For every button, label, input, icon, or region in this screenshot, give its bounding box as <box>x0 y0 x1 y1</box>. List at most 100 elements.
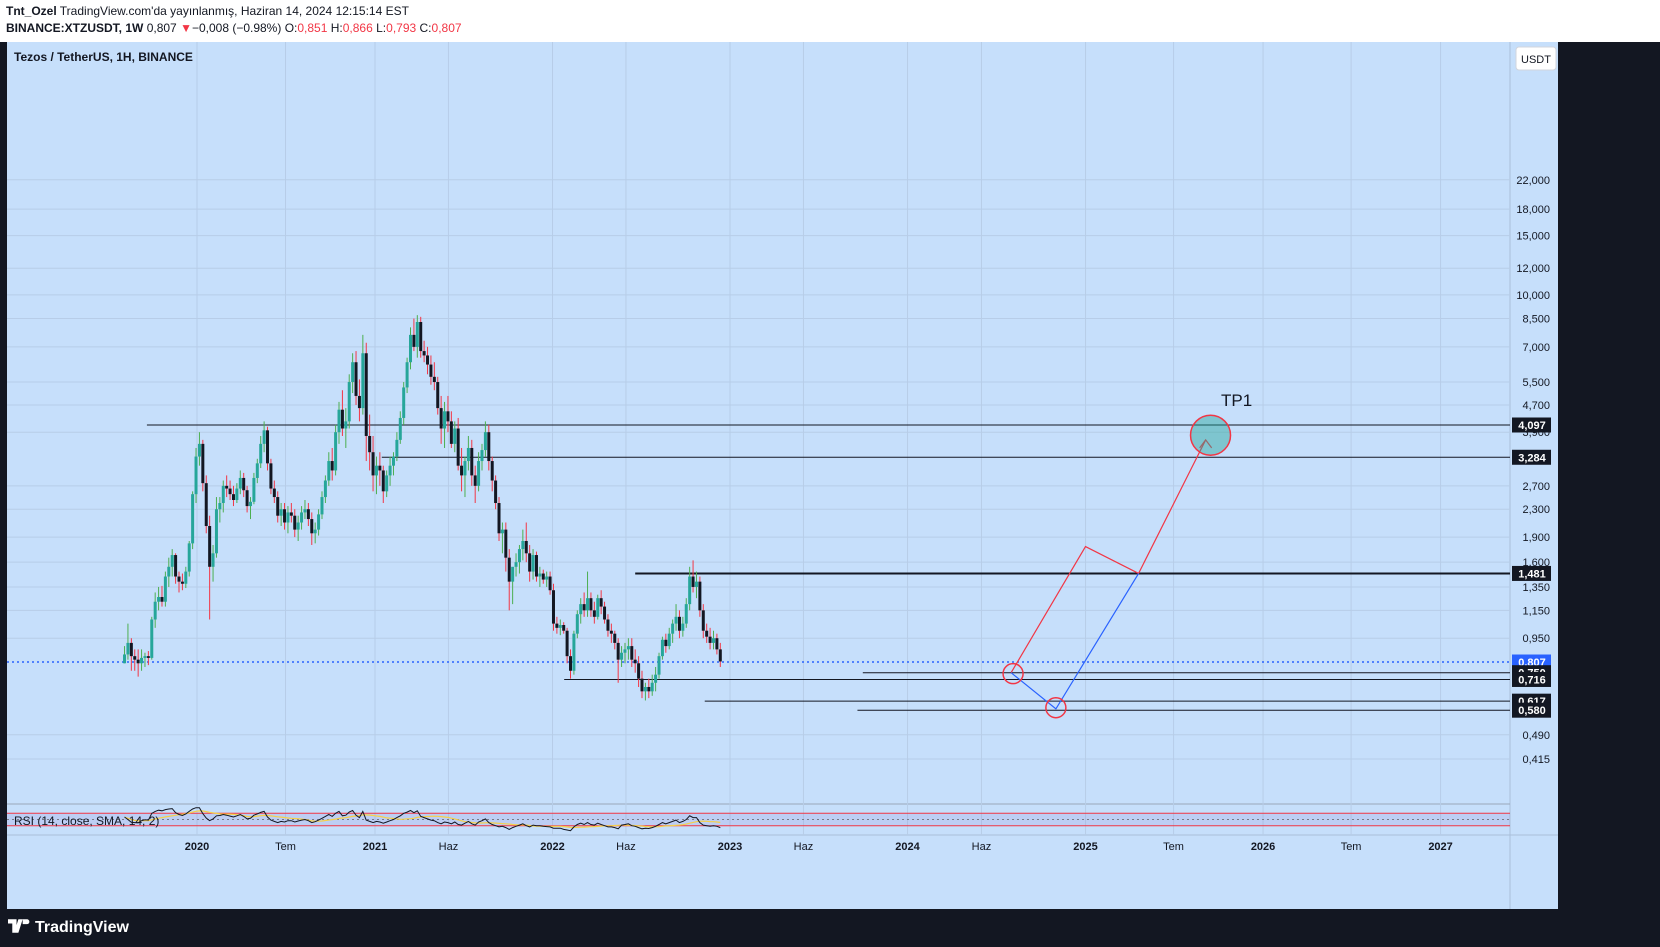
price-level-badge-label: 0,716 <box>1518 674 1546 686</box>
candle-body <box>320 497 324 515</box>
publish-header: Tnt_Ozel TradingView.com'da yayınlanmış,… <box>0 0 1660 42</box>
candle <box>201 439 205 492</box>
candle-body <box>681 623 685 631</box>
candle <box>327 452 331 486</box>
price-tick-label: 10,000 <box>1516 290 1550 302</box>
chart-area[interactable]: 22,000 18,000 15,000 12,000 10,000 8,500 7,000… <box>0 42 1660 910</box>
candle-body <box>252 477 256 502</box>
candle-body <box>163 576 167 602</box>
candle-body <box>357 395 361 409</box>
candle <box>490 456 494 492</box>
price-level-badge <box>1512 417 1551 433</box>
candle <box>524 522 528 563</box>
candle-body <box>698 581 702 611</box>
projection-drawings <box>1002 414 1232 719</box>
candle-body <box>654 674 658 683</box>
candle <box>259 435 263 469</box>
candle-body <box>225 485 229 489</box>
candle <box>677 610 681 639</box>
candle <box>545 571 549 587</box>
candle <box>214 497 218 558</box>
price-level-badge-label: 3,284 <box>1518 452 1546 464</box>
candle <box>248 497 252 520</box>
candle-body <box>507 557 511 582</box>
candle <box>289 503 293 523</box>
candle-body <box>180 581 184 584</box>
candle <box>279 503 283 527</box>
candle <box>439 395 443 444</box>
candle <box>381 465 385 504</box>
candle <box>603 601 607 624</box>
author-name[interactable]: Tnt_Ozel <box>6 4 57 18</box>
candle-body <box>453 428 457 444</box>
candle <box>330 447 334 481</box>
time-tick-label: Tem <box>275 841 296 853</box>
candle <box>446 395 450 433</box>
price-tick-label: 15,000 <box>1516 231 1550 243</box>
time-tick-label: 2023 <box>718 841 742 853</box>
candle <box>276 491 280 523</box>
down-arrow-icon: ▼ <box>180 21 192 35</box>
candle-body <box>487 432 491 462</box>
candle-body <box>187 543 191 572</box>
candle-body <box>235 488 239 501</box>
candle <box>497 497 501 541</box>
ohlc-line: BINANCE:XTZUSDT, 1W 0,807 ▼−0,008 (−0.98… <box>6 21 462 35</box>
tradingview-logo[interactable]: TradingView <box>8 919 129 937</box>
candle-body <box>426 355 430 365</box>
candle <box>368 414 372 471</box>
currency-button[interactable]: USDT <box>1515 46 1557 71</box>
candle <box>470 439 474 486</box>
price-tick-label: 0,490 <box>1522 730 1550 742</box>
projection-blue-path <box>1010 573 1140 710</box>
candle-body <box>259 443 263 464</box>
candle <box>398 411 402 444</box>
candle-body <box>660 639 664 657</box>
price-level-badge <box>1512 565 1551 581</box>
candle-body <box>647 686 651 692</box>
candle <box>409 327 413 370</box>
candle <box>272 480 276 504</box>
candle-body <box>504 529 508 558</box>
rsi-label: RSI (14, close, SMA, 14, 2) <box>14 814 159 828</box>
candle-body <box>555 623 559 628</box>
candle-body <box>708 636 712 643</box>
candle <box>405 357 409 394</box>
candle-body <box>266 430 270 464</box>
candle <box>708 627 712 650</box>
price-axis-background[interactable] <box>1510 42 1558 909</box>
candle <box>385 470 389 498</box>
price-tick-label: 1,350 <box>1522 582 1550 594</box>
candle-body <box>344 421 348 429</box>
tradingview-logo-icon <box>8 919 30 933</box>
price-level-badge <box>1512 449 1551 465</box>
candle <box>133 649 137 671</box>
candle <box>160 585 164 607</box>
candle <box>170 549 174 577</box>
candle <box>303 500 307 520</box>
time-tick-label: Haz <box>972 841 992 853</box>
low-value: 0,793 <box>386 21 417 35</box>
candle <box>620 646 624 667</box>
candle-body <box>609 630 613 634</box>
candle-body <box>395 439 399 457</box>
candle <box>643 682 647 701</box>
candle <box>528 544 532 582</box>
candle-body <box>643 686 647 692</box>
candle <box>637 656 641 687</box>
price-tick-label: 12,000 <box>1516 263 1550 275</box>
candle <box>218 497 222 523</box>
candle-body <box>579 604 583 615</box>
price-tick-label: 2,300 <box>1522 504 1550 516</box>
candle-body <box>422 351 426 356</box>
candle <box>541 569 545 584</box>
footer-bar: TradingView <box>0 910 1660 947</box>
candle-body <box>711 638 715 643</box>
price-tick-label: 1,150 <box>1522 605 1550 617</box>
candle <box>517 544 521 574</box>
candle-body <box>327 461 331 481</box>
candle <box>500 522 504 554</box>
candle-body <box>279 509 283 516</box>
candle <box>432 362 436 391</box>
candle <box>705 623 709 643</box>
